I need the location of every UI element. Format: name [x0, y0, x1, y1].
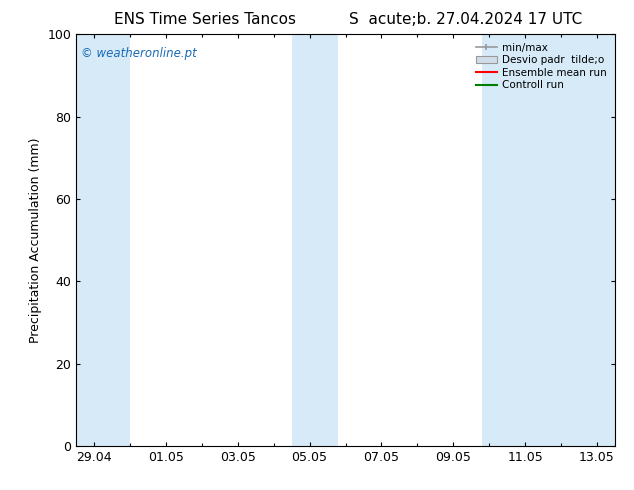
- Text: S  acute;b. 27.04.2024 17 UTC: S acute;b. 27.04.2024 17 UTC: [349, 12, 582, 27]
- Text: ENS Time Series Tancos: ENS Time Series Tancos: [114, 12, 296, 27]
- Bar: [482, 34, 615, 446]
- Legend: min/max, Desvio padr  tilde;o, Ensemble mean run, Controll run: min/max, Desvio padr tilde;o, Ensemble m…: [473, 40, 610, 94]
- Text: © weatheronline.pt: © weatheronline.pt: [81, 47, 197, 60]
- Bar: [76, 34, 130, 446]
- Y-axis label: Precipitation Accumulation (mm): Precipitation Accumulation (mm): [29, 137, 42, 343]
- Bar: [292, 34, 339, 446]
